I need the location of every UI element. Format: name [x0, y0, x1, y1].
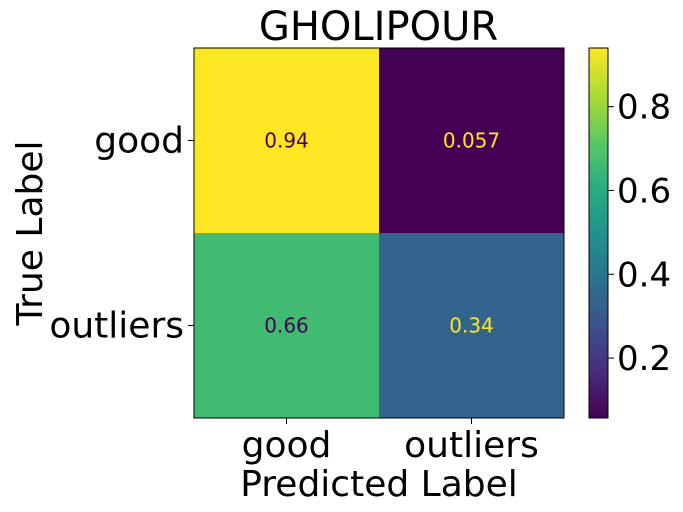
heatmap-cells	[194, 48, 564, 418]
x-tick-label-0: good	[242, 425, 332, 466]
colorbar	[588, 47, 609, 419]
heatmap-cell-0-1	[379, 48, 564, 233]
colorbar-tick-label-0: 0.2	[617, 339, 671, 379]
heatmap-cell-1-0	[194, 233, 379, 418]
heatmap-cell-label-0-1: 0.057	[443, 129, 500, 153]
chart-title: GHOLIPOUR	[259, 4, 498, 50]
colorbar-tick-label-3: 0.8	[617, 88, 671, 128]
heatmap-cell-1-1	[379, 233, 564, 418]
heatmap-cell-label-1-1: 0.34	[449, 314, 494, 338]
heatmap-cell-label-0-0: 0.94	[264, 129, 309, 153]
y-tick-label-1: outliers	[49, 306, 184, 347]
heatmap-cell-label-1-0: 0.66	[264, 314, 309, 338]
x-axis-ticks: good outliers	[242, 418, 539, 466]
x-axis-label: Predicted Label	[240, 464, 518, 505]
x-tick-label-1: outliers	[404, 425, 539, 466]
colorbar-tick-label-1: 0.4	[617, 255, 671, 295]
y-axis-label: True Label	[10, 140, 51, 326]
plot-frame	[193, 47, 565, 419]
y-axis-ticks: good outliers	[49, 121, 194, 347]
colorbar-ticks: 0.2 0.4 0.6 0.8	[608, 88, 671, 379]
colorbar-tick-label-2: 0.6	[617, 171, 671, 211]
y-tick-label-0: good	[94, 121, 184, 162]
heatmap-cell-labels: 0.94 0.057 0.66 0.34	[264, 129, 500, 338]
heatmap-cell-0-0	[194, 48, 379, 233]
